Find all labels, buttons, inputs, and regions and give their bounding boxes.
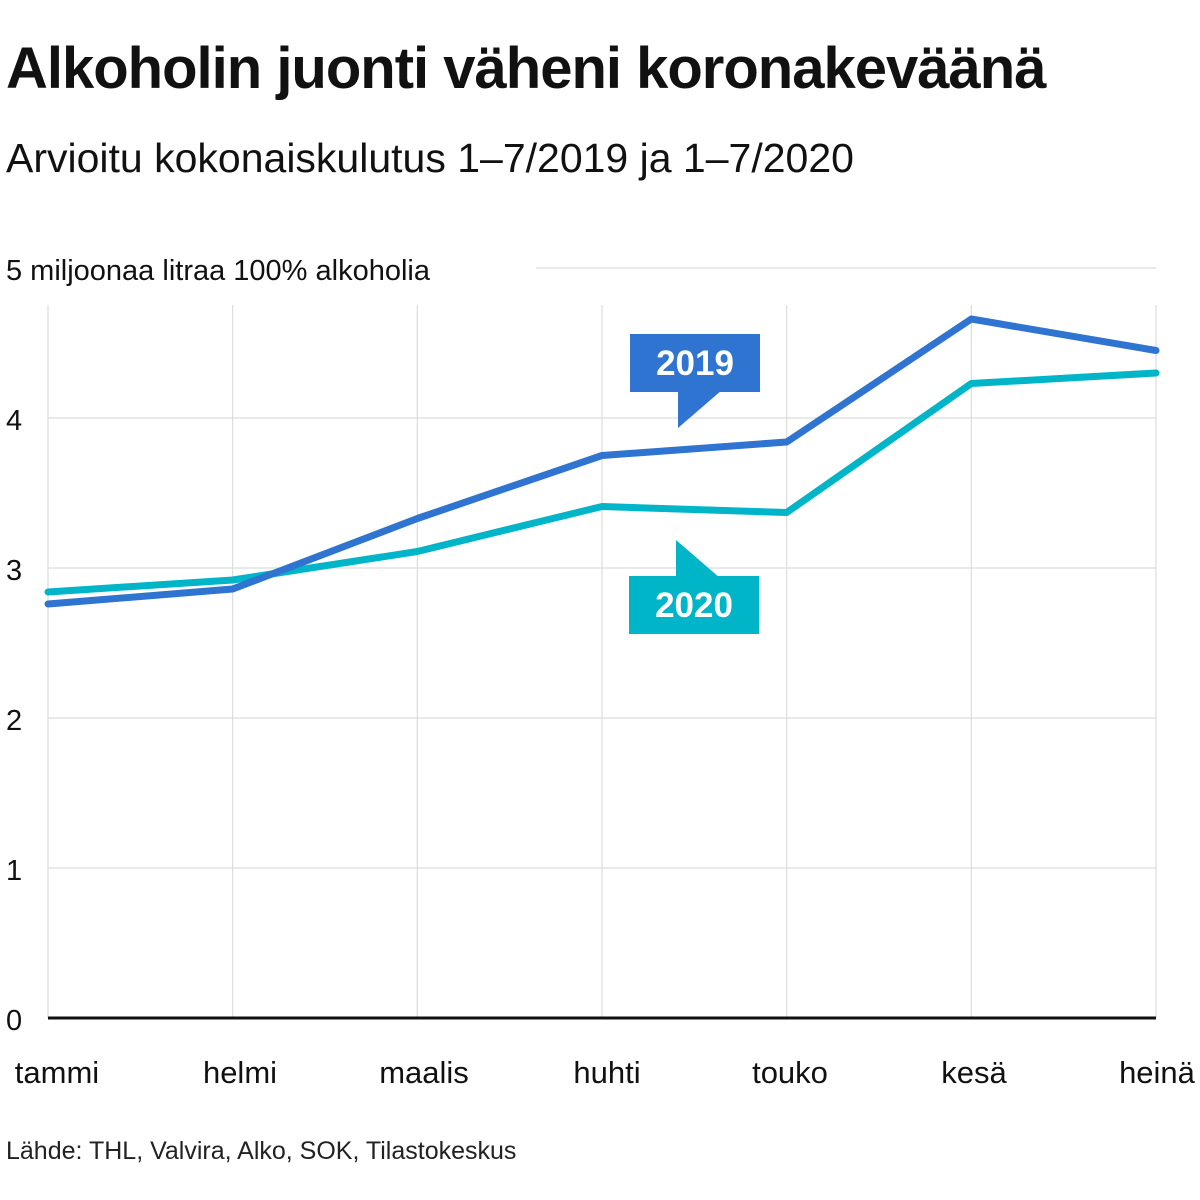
y-tick-label: 2 [6, 705, 22, 737]
chart-subtitle: Arvioitu kokonaiskulutus 1–7/2019 ja 1–7… [6, 135, 854, 181]
y-tick-label: 1 [6, 855, 22, 887]
callout-box-2020 [629, 576, 759, 634]
x-tick-label: kesä [941, 1055, 1007, 1090]
x-tick-label: tammi [15, 1055, 99, 1090]
chart-title: Alkoholin juonti väheni koronakeväänä [6, 36, 1046, 101]
callout-box-2019 [630, 334, 760, 392]
callout-tail-2020 [676, 540, 720, 578]
x-tick-label: heinä [1119, 1055, 1196, 1090]
line-chart: 0 1 2 3 4 tammi helmi maalis huhti touko kesä hein… [0, 250, 1196, 1090]
x-tick-label: huhti [573, 1055, 640, 1090]
y-axis-ticks: 0 1 2 3 4 [6, 405, 22, 1037]
x-tick-label: maalis [379, 1055, 469, 1090]
callout-tail-2019 [678, 390, 722, 428]
series-line-2019 [44, 315, 1160, 608]
source-note: Lähde: THL, Valvira, Alko, SOK, Tilastok… [6, 1137, 517, 1165]
y-tick-label: 3 [6, 555, 22, 587]
x-axis-ticks: tammi helmi maalis huhti touko kesä heinä [15, 1055, 1196, 1090]
series-callouts: 2019 2020 [629, 334, 760, 634]
unit-label-background [0, 250, 536, 290]
y-tick-label: 0 [6, 1005, 22, 1037]
callout-label-2020: 2020 [655, 586, 733, 625]
callout-label-2019: 2019 [656, 344, 734, 383]
series-line-2020 [44, 369, 1160, 596]
series-lines [44, 315, 1160, 608]
x-tick-label: helmi [203, 1055, 277, 1090]
x-tick-label: touko [752, 1055, 828, 1090]
y-tick-label: 4 [6, 405, 22, 437]
unit-label: 5 miljoonaa litraa 100% alkoholia [6, 255, 431, 287]
